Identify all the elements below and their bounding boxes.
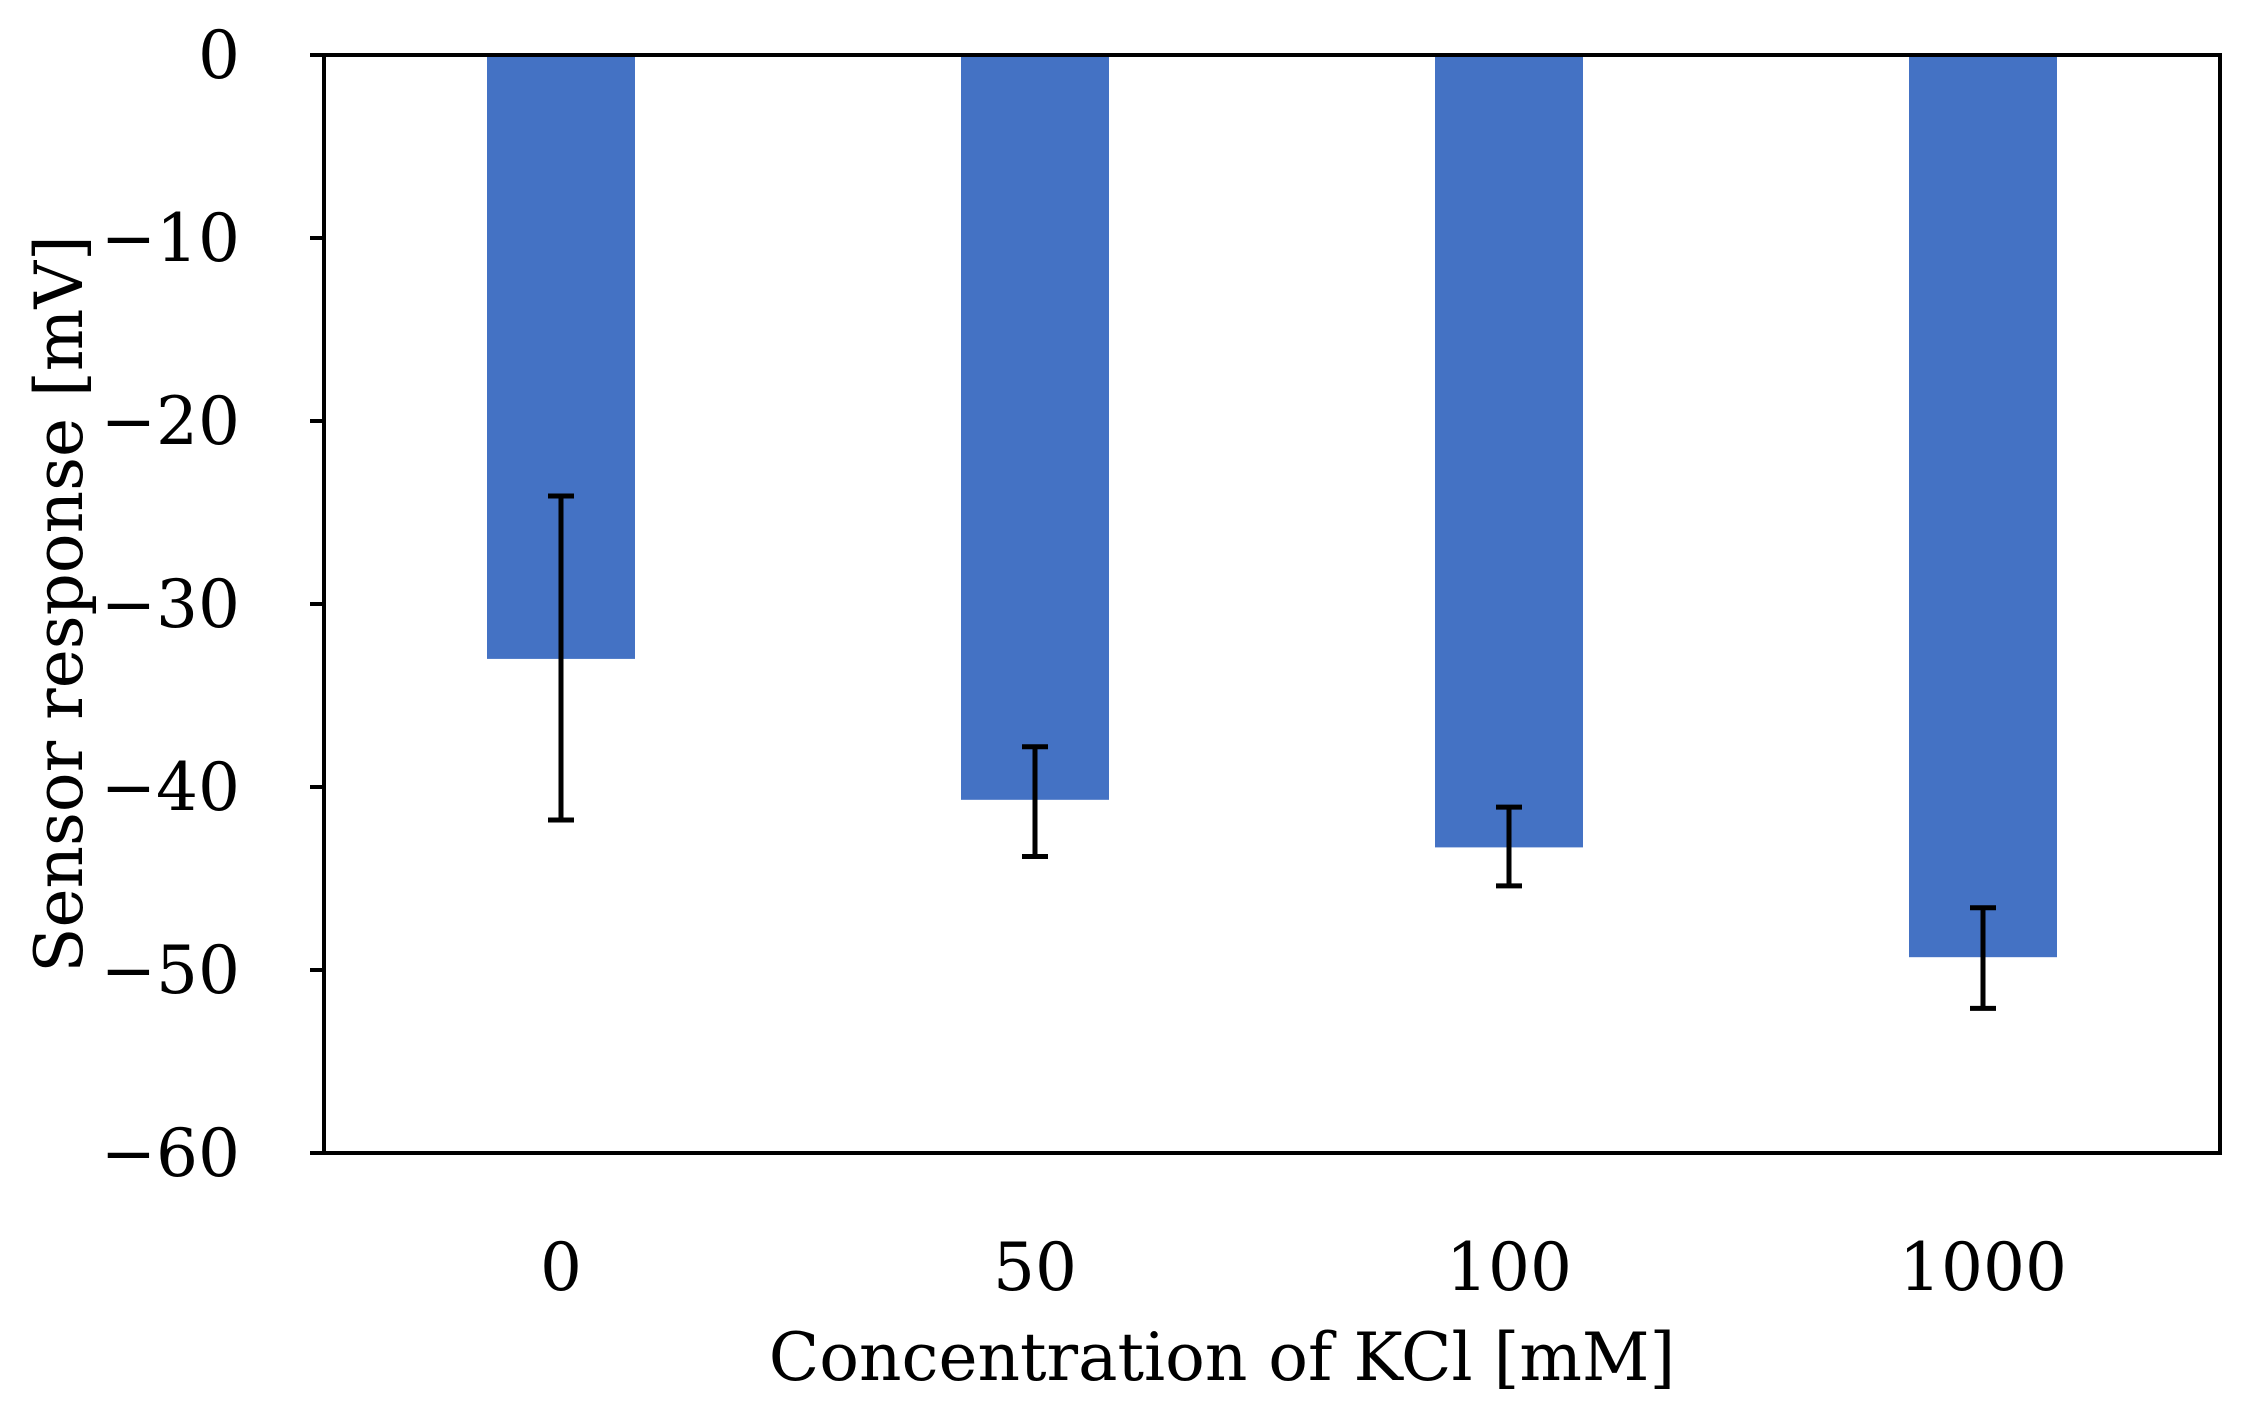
y-tick-label: −10 <box>101 200 240 277</box>
y-ticks-layer: 0 −10 −20 −30 −40 −50 −60 <box>101 17 324 1192</box>
x-tick-label: 0 <box>540 1229 582 1306</box>
y-tick-label: −30 <box>101 566 240 643</box>
x-tick-label: 1000 <box>1899 1229 2067 1306</box>
y-tick-label: −60 <box>101 1115 240 1192</box>
x-tick-label: 50 <box>993 1229 1077 1306</box>
error-bar-1000 <box>1970 905 1996 1011</box>
x-axis-title: Concentration of KCl [mM] <box>769 1319 1675 1396</box>
y-tick-label: −20 <box>101 383 240 460</box>
bar-50 <box>961 55 1109 800</box>
error-bar-0 <box>548 493 574 823</box>
y-tick-label: −50 <box>101 932 240 1009</box>
error-bars-layer <box>548 493 1996 1011</box>
x-tick-label: 100 <box>1446 1229 1572 1306</box>
y-axis-title: Sensor response [mV] <box>21 235 98 973</box>
bars-layer <box>487 55 2057 958</box>
x-ticks-layer: 0 50 100 1000 <box>540 1229 2067 1306</box>
y-tick-label: 0 <box>198 17 240 94</box>
error-bar-50 <box>1022 744 1048 860</box>
bar-100 <box>1435 55 1583 848</box>
y-tick-label: −40 <box>101 749 240 826</box>
bar-1000 <box>1909 55 2057 958</box>
error-bar-100 <box>1496 804 1522 889</box>
